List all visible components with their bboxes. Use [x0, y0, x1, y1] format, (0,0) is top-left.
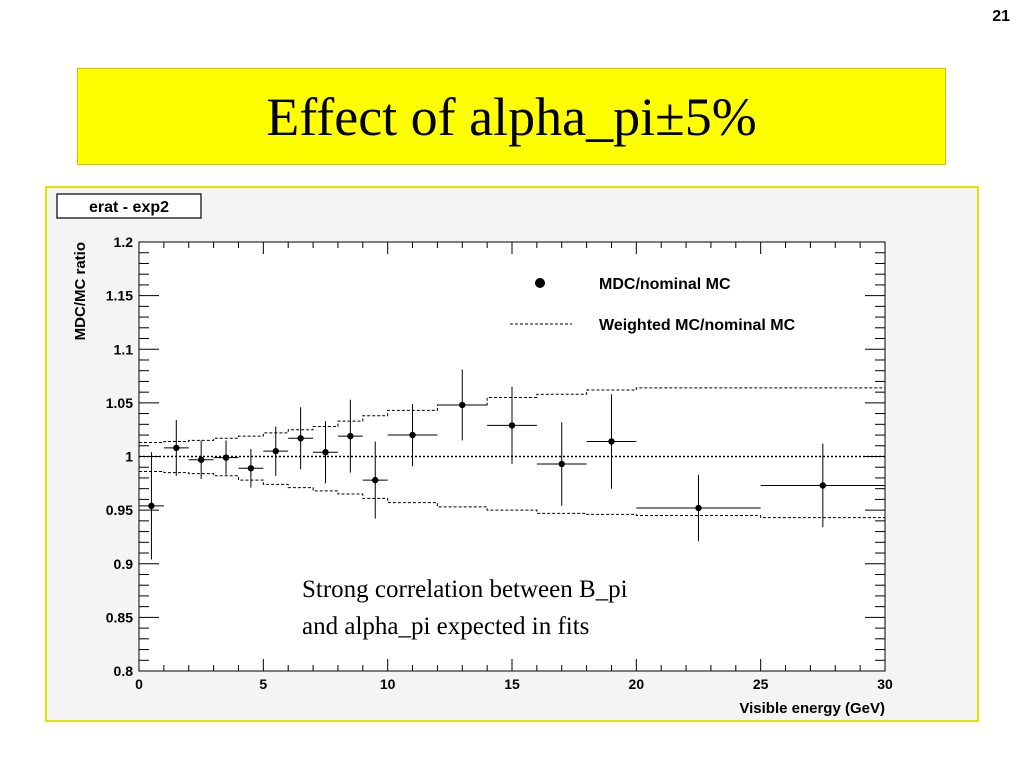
histogram-name: erat - exp2 [89, 199, 169, 216]
data-point [263, 426, 289, 476]
y-axis-title: MDC/MC ratio [72, 242, 89, 340]
annotation-line-1: Strong correlation between B_pi [302, 576, 628, 603]
point-marker [272, 447, 279, 455]
data-point [586, 394, 637, 489]
data-point [362, 441, 388, 519]
y-tick-label: 0.95 [106, 502, 133, 518]
legend-label-points: MDC/nominal MC [599, 276, 731, 293]
legend-label-dashed: Weighted MC/nominal MC [599, 317, 796, 334]
y-tick-label: 1.15 [106, 288, 133, 304]
x-tick-label: 5 [259, 676, 267, 692]
x-tick-label: 25 [753, 676, 769, 692]
y-tick-label: 1 [125, 449, 133, 465]
point-marker [409, 431, 416, 439]
data-point [213, 440, 239, 475]
mdc-points [139, 369, 885, 560]
y-tick-label: 0.85 [106, 609, 133, 625]
data-point [288, 407, 314, 470]
band-lower-line [139, 471, 885, 519]
data-point [188, 440, 214, 480]
y-tick-label: 1.1 [114, 341, 134, 357]
y-tick-label: 0.9 [114, 556, 134, 572]
point-marker [222, 454, 230, 461]
histogram-name-box [56, 193, 202, 219]
slide-number: 21 [992, 8, 1010, 25]
weighted-mc-band [139, 387, 885, 519]
data-point [313, 421, 338, 484]
annotation-line-2: and alpha_pi expected in fits [302, 613, 589, 640]
point-marker [819, 482, 827, 489]
data-point [387, 403, 438, 467]
y-tick-label: 0.8 [114, 663, 134, 679]
point-marker [148, 502, 155, 510]
data-point [636, 474, 761, 542]
point-marker [247, 465, 255, 472]
x-tick-label: 20 [629, 676, 645, 692]
chart: erat - exp2 0 5 10 15 20 25 30 0.8 0.85 0.9 0.95 1 1… [56, 193, 893, 717]
point-marker [173, 444, 180, 452]
data-point [163, 420, 189, 476]
point-marker [347, 432, 354, 440]
plot-frame: erat - exp2 0 5 10 15 20 25 30 0.8 0.85 0.9 0.95 1 1… [45, 186, 979, 722]
point-marker [459, 401, 466, 409]
data-point [536, 422, 587, 506]
data-point [487, 386, 537, 465]
axis-ticks [138, 241, 886, 672]
x-tick-label: 0 [135, 676, 143, 692]
point-marker [197, 456, 205, 463]
legend-marker-points [535, 278, 545, 288]
point-marker [508, 422, 516, 429]
y-tick-label: 1.2 [114, 234, 134, 250]
data-point [337, 399, 363, 473]
legend: MDC/nominal MC Weighted MC/nominal MC [510, 276, 796, 334]
x-tick-label: 15 [504, 676, 520, 692]
axis-tick-labels: 0 5 10 15 20 25 30 0.8 0.85 0.9 0.95 1 1.05 1.1 1.15 1.… [106, 234, 893, 692]
point-marker [322, 449, 329, 456]
point-marker [608, 438, 615, 445]
x-axis-title: Visible energy (GeV) [739, 700, 885, 717]
point-marker [372, 476, 379, 484]
data-point [760, 443, 885, 528]
x-tick-label: 30 [877, 676, 893, 692]
point-marker [695, 504, 702, 512]
data-point [437, 369, 488, 441]
title-banner: Effect of alpha_pi±5% [77, 68, 946, 165]
y-tick-label: 1.05 [106, 395, 133, 411]
slide-title: Effect of alpha_pi±5% [266, 86, 757, 147]
band-upper-line [139, 387, 885, 444]
data-point [238, 448, 264, 488]
data-point [139, 452, 164, 560]
point-marker [558, 460, 565, 468]
x-tick-label: 10 [380, 676, 396, 692]
point-marker [297, 435, 304, 442]
